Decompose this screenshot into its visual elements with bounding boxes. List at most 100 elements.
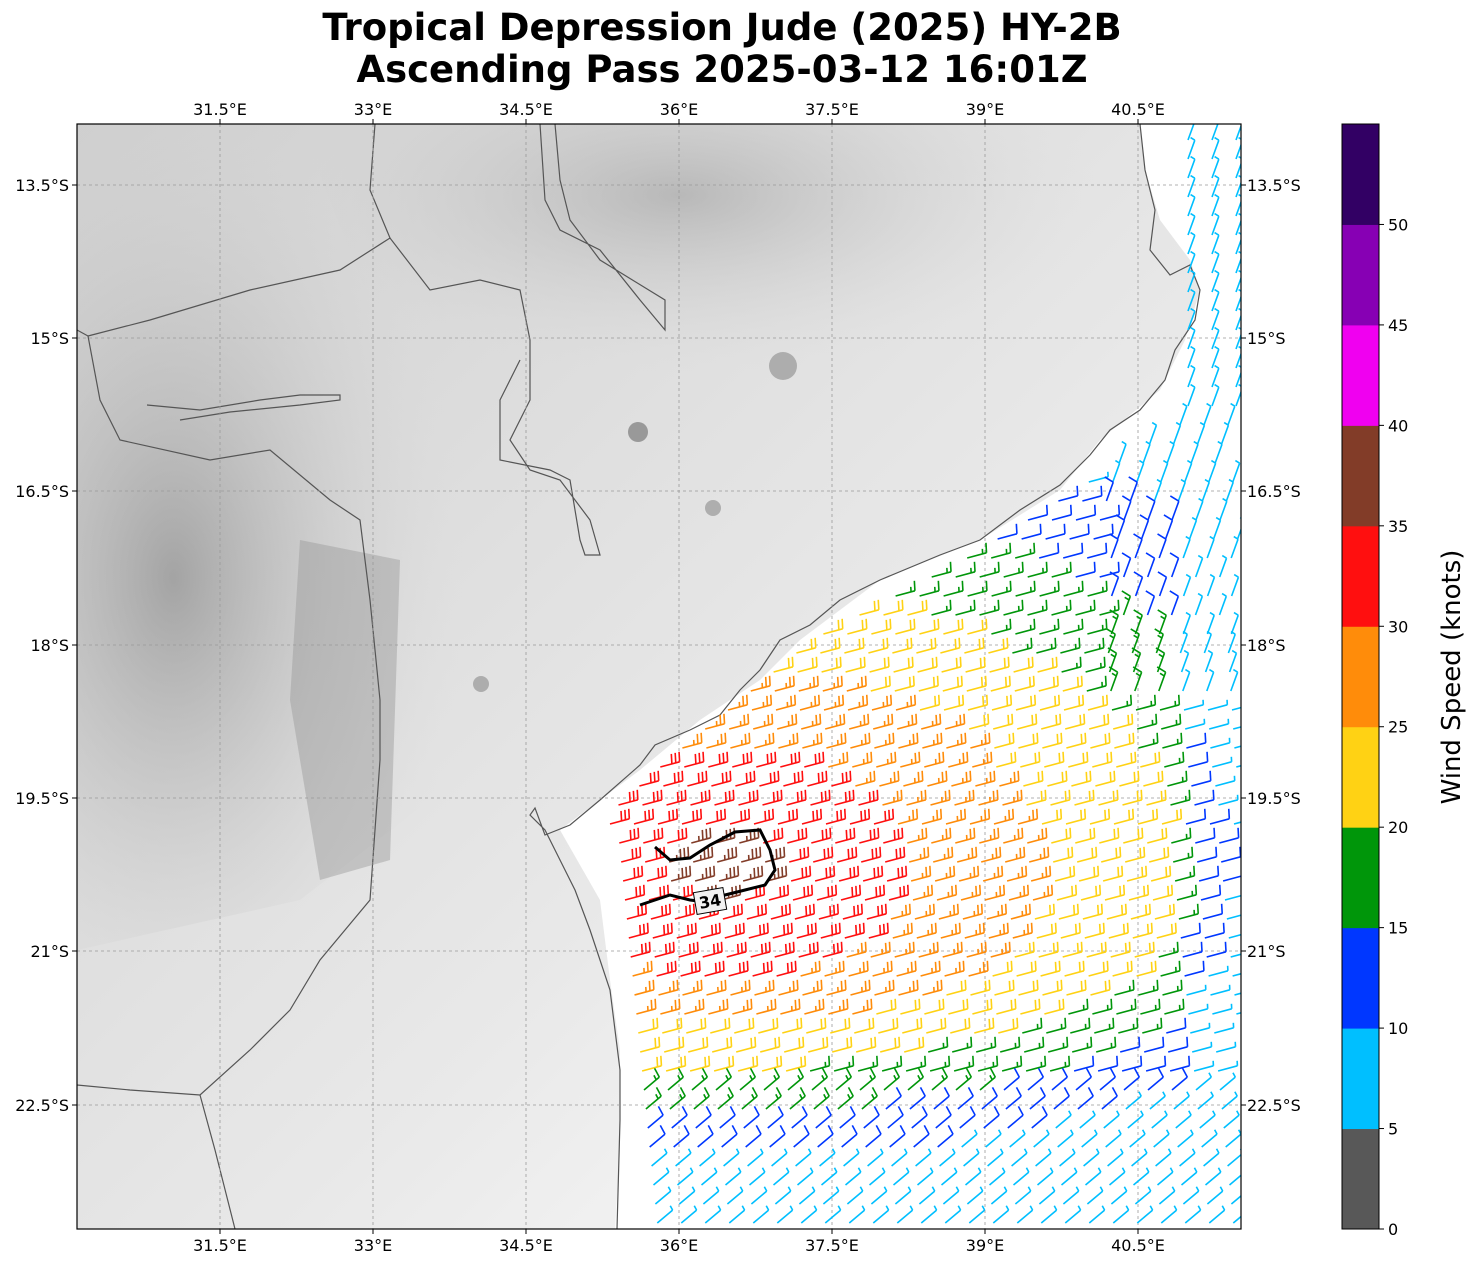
- wind-barb: [771, 1148, 788, 1167]
- wind-barb: [1087, 618, 1108, 635]
- wind-barb: [1078, 865, 1100, 882]
- wind-barb: [1196, 421, 1206, 445]
- wind-barb: [718, 865, 740, 882]
- wind-barb: [1223, 1110, 1240, 1129]
- wind-barb: [1082, 485, 1103, 502]
- wind-barb: [1040, 1205, 1058, 1224]
- lat-tick-label-right: 19.5°S: [1247, 789, 1301, 808]
- wind-barb: [1176, 884, 1198, 901]
- wind-barb: [934, 865, 956, 882]
- wind-barb: [1112, 1205, 1130, 1224]
- wind-barb: [944, 960, 965, 977]
- wind-barb: [1179, 630, 1188, 654]
- wind-barb: [1186, 732, 1207, 749]
- wind-barb: [678, 1186, 696, 1205]
- wind-barb: [802, 979, 823, 996]
- wind-barb: [729, 808, 751, 825]
- wind-barb: [1036, 637, 1057, 654]
- wind-barb: [1150, 865, 1172, 882]
- wind-barb: [975, 770, 996, 787]
- wind-barb: [1203, 1148, 1220, 1167]
- wind-barb: [711, 1036, 733, 1053]
- wind-barb: [966, 542, 988, 559]
- wind-barb: [1050, 789, 1071, 806]
- wind-barb: [759, 1036, 781, 1053]
- wind-barb: [1062, 941, 1083, 958]
- colorbar-tick-label: 0: [1388, 1220, 1398, 1239]
- wind-barb: [1219, 827, 1240, 844]
- wind-barb: [1235, 124, 1241, 141]
- wind-barb: [946, 732, 967, 749]
- wind-barb: [649, 1124, 666, 1148]
- wind-barb: [1003, 827, 1024, 844]
- wind-barb: [1116, 751, 1137, 768]
- wind-barb: [807, 770, 828, 787]
- wind-barb: [1187, 231, 1196, 255]
- wind-barb: [657, 808, 679, 825]
- wind-barb: [988, 637, 1009, 654]
- wind-barb: [772, 922, 793, 939]
- wind-barb: [1169, 552, 1180, 578]
- wind-barb: [1225, 478, 1234, 502]
- wind-barb: [992, 1205, 1010, 1224]
- wind-barb: [883, 599, 904, 616]
- wind-barb: [728, 960, 749, 977]
- wind-barb: [988, 922, 1009, 939]
- wind-barb: [855, 770, 876, 787]
- wind-barb: [778, 732, 799, 749]
- wind-barb: [752, 960, 773, 977]
- wind-barb: [783, 770, 804, 787]
- wind-barb: [1099, 827, 1120, 844]
- wind-barb: [1218, 592, 1228, 616]
- wind-barb: [754, 732, 775, 749]
- wind-barb: [943, 694, 965, 711]
- wind-barb: [1194, 592, 1204, 616]
- wind-barb: [1084, 637, 1105, 654]
- colorbar-label: Wind Speed (knots): [1437, 550, 1467, 805]
- wind-barb: [1088, 713, 1110, 730]
- wind-barb: [1027, 599, 1048, 616]
- wind-barb: [1171, 827, 1192, 844]
- wind-barb: [1136, 713, 1158, 730]
- wind-barb: [833, 1055, 855, 1072]
- wind-barb: [944, 713, 966, 730]
- wind-barb: [1201, 478, 1210, 502]
- wind-barb: [1039, 580, 1060, 597]
- wind-barb: [884, 846, 906, 863]
- wind-barb: [886, 865, 908, 882]
- wind-barb: [802, 732, 823, 749]
- colorbar-tick-label: 5: [1388, 1120, 1398, 1139]
- wind-barb: [1210, 984, 1231, 996]
- wind-barb: [800, 1205, 818, 1224]
- wind-barb: [846, 1186, 864, 1205]
- wind-barb: [936, 884, 958, 901]
- wind-barb: [1142, 440, 1151, 464]
- wind-barb: [1233, 821, 1241, 825]
- wind-barb: [643, 1067, 661, 1091]
- wind-barb: [750, 675, 771, 692]
- wind-barb: [1108, 1167, 1126, 1186]
- wind-barb: [1203, 630, 1212, 654]
- wind-barb: [1035, 1148, 1052, 1167]
- wind-barb: [820, 1167, 838, 1186]
- wind-barb: [1179, 1148, 1196, 1167]
- wind-barb: [765, 1086, 782, 1110]
- wind-barb: [1222, 875, 1241, 882]
- wind-barb: [828, 998, 849, 1015]
- wind-barb: [1182, 535, 1191, 559]
- wind-barb: [1104, 476, 1114, 502]
- wind-barb: [1094, 1017, 1115, 1034]
- wind-barb: [835, 1067, 853, 1091]
- wind-barb: [850, 979, 871, 996]
- wind-barb: [670, 865, 692, 882]
- wind-barb: [896, 960, 917, 977]
- wind-barb: [1095, 770, 1116, 787]
- wind-barb: [626, 903, 648, 920]
- wind-barb: [1028, 846, 1050, 863]
- wind-barb: [1143, 1036, 1165, 1053]
- wind-barb: [1167, 770, 1188, 787]
- wind-barb: [1209, 808, 1231, 825]
- wind-barb: [990, 941, 1011, 958]
- lat-tick-label-right: 16.5°S: [1247, 482, 1301, 501]
- wind-barb: [1088, 960, 1109, 977]
